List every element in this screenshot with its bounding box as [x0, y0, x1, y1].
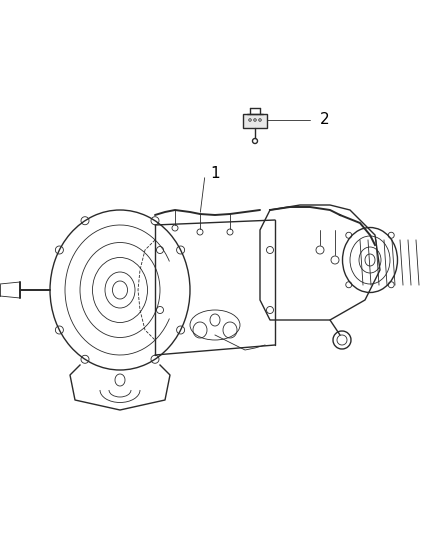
FancyBboxPatch shape — [243, 114, 267, 128]
Text: 2: 2 — [320, 112, 330, 127]
Text: 1: 1 — [210, 166, 219, 181]
